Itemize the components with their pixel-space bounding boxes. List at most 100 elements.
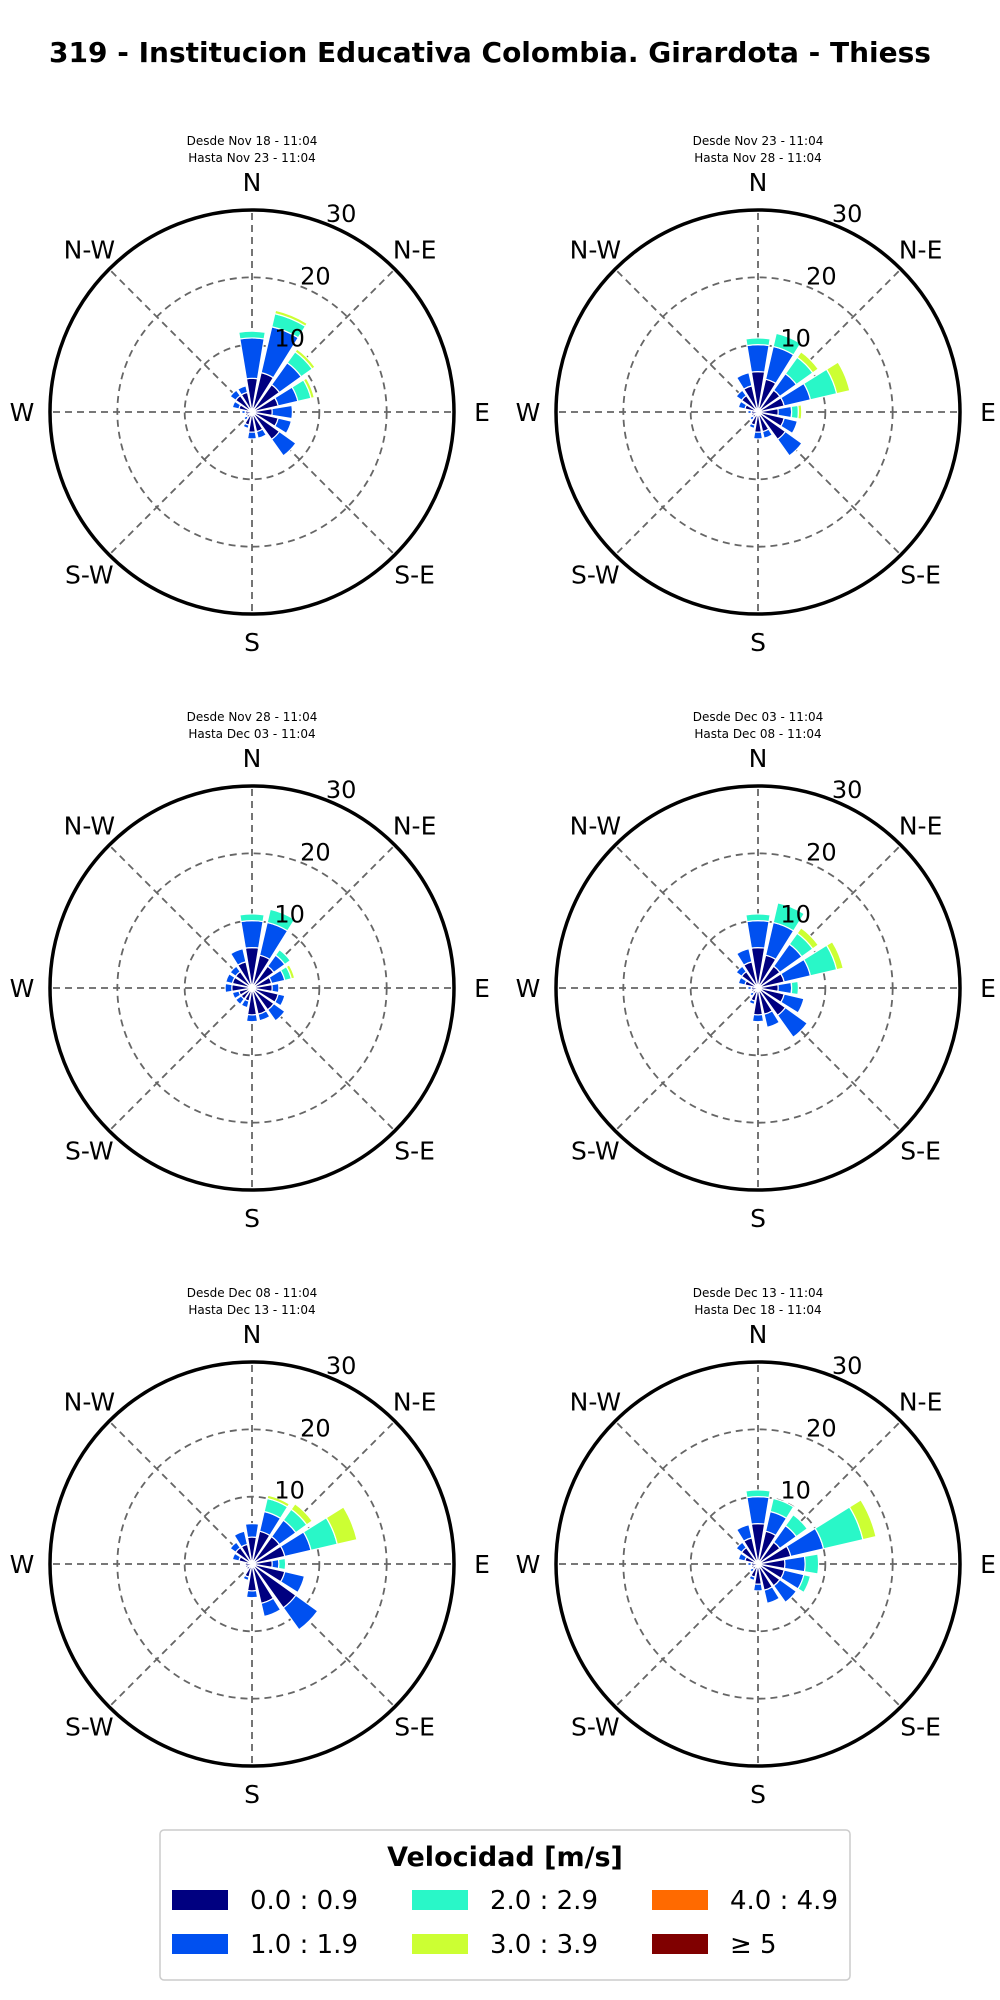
wind-wedge-S-bin2 — [245, 1013, 259, 1023]
angular-grid-line — [614, 411, 759, 556]
wind-wedge-ENE-bin4 — [285, 964, 296, 980]
compass-label-s: S — [750, 1780, 766, 1809]
angular-grid-line — [757, 987, 902, 1132]
wind-wedge-WNW-bin2 — [737, 400, 748, 410]
wind-wedge-N-bin3 — [238, 330, 266, 340]
wind-wedge-SSW-bin2 — [748, 998, 756, 1006]
legend-label: 3.0 : 3.9 — [490, 1930, 598, 1960]
wind-wedge-NNE-bin3 — [769, 1497, 795, 1520]
wind-wedge-NE-bin4 — [290, 1502, 314, 1526]
compass-label-w: W — [516, 398, 541, 427]
compass-label-n: N — [243, 744, 262, 773]
wind-wedge-S-bin2 — [752, 1583, 764, 1592]
compass-label-n: N — [749, 168, 768, 197]
wind-wedge-NNE-bin3 — [772, 902, 806, 932]
wind-wedge-NNW-bin2 — [236, 385, 249, 396]
polar-frame — [48, 208, 456, 616]
wind-wedge-E-bin4 — [797, 404, 803, 420]
wind-wedge-WNW-bin2 — [737, 976, 748, 986]
compass-label-n: N — [749, 1320, 768, 1349]
wind-wedge-ENE-bin4 — [825, 361, 851, 395]
compass-label-n-e: N-E — [899, 235, 943, 264]
angular-grid-line — [757, 844, 902, 989]
compass-label-s-w: S-W — [65, 561, 114, 590]
radial-tick-label: 10 — [274, 901, 305, 929]
wind-wedge-ENE-bin4 — [325, 1506, 358, 1545]
compass-label-s: S — [244, 628, 260, 657]
wind-wedge-E-bin3 — [803, 1553, 820, 1575]
compass-label-s-e: S-E — [394, 561, 435, 590]
compass-label-n-w: N-W — [570, 235, 621, 264]
angular-grid-line — [614, 844, 759, 989]
wind-wedge-SSE-bin2 — [255, 428, 268, 439]
compass-label-e: E — [474, 974, 490, 1003]
radial-tick-label: 10 — [780, 901, 811, 929]
legend-title: Velocidad [m/s] — [387, 1842, 623, 1873]
wind-wedge-E-bin2 — [271, 404, 293, 420]
compass-label-e: E — [980, 1550, 996, 1579]
wind-wedge-WNW-bin2 — [231, 1552, 242, 1562]
legend: Velocidad [m/s] 0.0 : 0.9 1.0 : 1.9 2.0 : … — [159, 1829, 851, 1981]
wind-wedge-SSE-bin2 — [257, 1010, 271, 1022]
windrose-panel-1: Desde Nov 18 - 11:04 Hasta Nov 23 - 11:04… — [10, 134, 490, 657]
compass-label-n-w: N-W — [570, 811, 621, 840]
angular-grid-line — [251, 268, 396, 413]
compass-label-n: N — [243, 1320, 262, 1349]
wind-wedge-NW-bin2 — [229, 1541, 242, 1554]
radial-tick-label: 20 — [806, 838, 837, 866]
wind-wedge-ESE-bin2 — [780, 417, 799, 435]
compass-label-n: N — [243, 168, 262, 197]
panel-subtitle-line: Hasta Dec 13 - 11:04 — [188, 1303, 315, 1317]
wind-wedge-E-bin2 — [271, 982, 280, 994]
radial-tick-label: 30 — [832, 1352, 863, 1380]
windrose-panel-5: Desde Dec 08 - 11:04 Hasta Dec 13 - 11:04… — [10, 1286, 490, 1809]
wind-wedge-NE-bin3 — [274, 948, 292, 966]
wind-wedge-N-bin3 — [745, 913, 771, 923]
legend-swatch — [412, 1890, 468, 1910]
radial-grid-ring — [183, 1495, 321, 1633]
radial-tick-label: 20 — [806, 1414, 837, 1442]
wind-wedge-NNW-bin2 — [735, 371, 753, 390]
panel-subtitle-line: Hasta Nov 23 - 11:04 — [188, 151, 316, 165]
compass-label-s-w: S-W — [65, 1713, 114, 1742]
compass-label-w: W — [10, 974, 35, 1003]
wind-wedge-WSW-bin2 — [231, 990, 242, 1000]
radial-tick-label: 20 — [300, 1414, 331, 1442]
angular-grid-line — [108, 1563, 253, 1708]
wind-wedge-E-bin2 — [777, 405, 793, 419]
panel-subtitle-line: Hasta Nov 28 - 11:04 — [694, 151, 822, 165]
wind-wedge-S-bin2 — [752, 431, 764, 440]
wind-wedge-E-bin2 — [783, 1555, 806, 1573]
wind-wedge-N-bin2 — [244, 1523, 260, 1539]
compass-label-n-e: N-E — [393, 1387, 437, 1416]
compass-label-e: E — [980, 974, 996, 1003]
angular-grid-line — [108, 844, 253, 989]
wind-wedge-SE-bin2 — [776, 1006, 809, 1039]
wind-wedge-W-bin2 — [747, 409, 753, 415]
wind-wedge-E-bin2 — [777, 981, 793, 995]
compass-label-s-w: S-W — [571, 1137, 620, 1166]
compass-label-n-e: N-E — [899, 811, 943, 840]
radial-tick-label: 10 — [780, 325, 811, 353]
wind-wedge-WNW-bin2 — [737, 1552, 748, 1562]
compass-label-e: E — [474, 398, 490, 427]
wind-wedge-ENE-bin4 — [848, 1499, 877, 1541]
compass-label-e: E — [474, 1550, 490, 1579]
wind-wedge-W-bin2 — [747, 985, 753, 991]
compass-label-n: N — [749, 744, 768, 773]
wind-wedge-SSW-bin2 — [240, 998, 250, 1009]
compass-label-s-e: S-E — [900, 1713, 941, 1742]
wind-wedge-ESE-bin2 — [780, 993, 805, 1014]
angular-grid-line — [251, 987, 396, 1132]
compass-label-e: E — [980, 398, 996, 427]
wind-wedge-SE-bin2 — [282, 1594, 319, 1631]
wind-wedge-E-bin3 — [790, 980, 799, 996]
legend-swatch — [652, 1934, 708, 1954]
angular-grid-line — [614, 1563, 759, 1708]
wind-wedge-SSW-bin2 — [242, 1574, 250, 1582]
legend-label: 2.0 : 2.9 — [490, 1886, 598, 1916]
wind-wedge-SSW-bin2 — [748, 1574, 756, 1582]
wind-wedge-NNE-bin3 — [266, 908, 296, 932]
polar-frame — [48, 784, 456, 1192]
compass-label-s-e: S-E — [394, 1137, 435, 1166]
